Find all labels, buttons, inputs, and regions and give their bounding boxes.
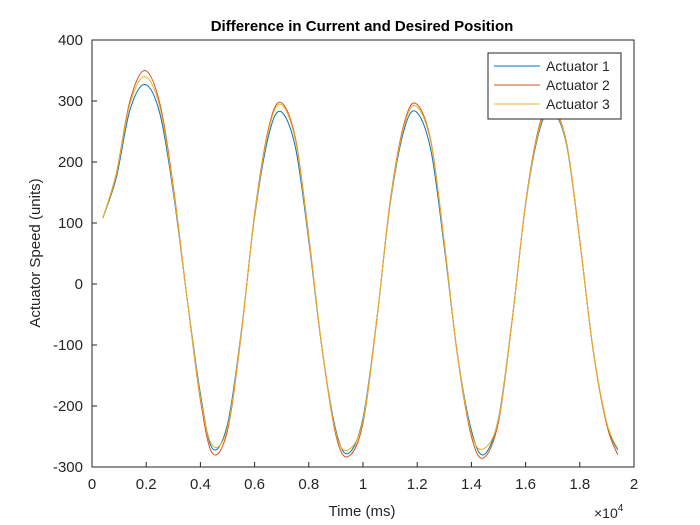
x-axis-exponent: ×104 xyxy=(594,503,624,521)
legend-label-actuator-1: Actuator 1 xyxy=(546,58,610,74)
legend-label-actuator-2: Actuator 2 xyxy=(546,77,610,93)
series-line-actuator-3 xyxy=(102,76,619,451)
x-tick-label: 1 xyxy=(359,476,367,493)
y-tick-label: 200 xyxy=(58,154,83,171)
x-axis-exponent-power: 4 xyxy=(618,503,624,514)
x-axis-label: Time (ms) xyxy=(329,503,396,520)
x-tick-label: 0.2 xyxy=(136,476,157,493)
legend: Actuator 1 Actuator 2 Actuator 3 xyxy=(487,52,622,120)
axes-box xyxy=(91,39,635,468)
x-tick-label: 0.4 xyxy=(190,476,211,493)
legend-box xyxy=(487,52,622,120)
y-tick-label: 0 xyxy=(75,276,83,293)
x-tick-label: 0.8 xyxy=(298,476,319,493)
x-tick-label: 2 xyxy=(630,476,638,493)
series-layer xyxy=(102,70,619,459)
x-tick-label: 0 xyxy=(88,476,96,493)
y-tick-label: 400 xyxy=(58,32,83,49)
chart-title: Difference in Current and Desired Positi… xyxy=(211,18,514,35)
x-tick-label: 1.2 xyxy=(407,476,428,493)
y-tick-label: -200 xyxy=(53,398,83,415)
x-tick-label: 1.8 xyxy=(569,476,590,493)
y-tick-label: 300 xyxy=(58,93,83,110)
y-axis-label: Actuator Speed (units) xyxy=(27,178,44,327)
y-tick-label: -100 xyxy=(53,337,83,354)
x-tick-label: 1.6 xyxy=(515,476,536,493)
x-tick-label: 1.4 xyxy=(461,476,482,493)
y-tick-label: 100 xyxy=(58,215,83,232)
x-tick-label: 0.6 xyxy=(244,476,265,493)
legend-label-actuator-3: Actuator 3 xyxy=(546,96,610,112)
x-axis-exponent-base: ×10 xyxy=(594,505,618,521)
y-tick-label: -300 xyxy=(53,459,83,476)
tick-layer: 0 0.2 0.4 0.6 0.8 1 1.2 1.4 1.6 1.8 2 -300 -200 -100 0… xyxy=(53,32,638,493)
